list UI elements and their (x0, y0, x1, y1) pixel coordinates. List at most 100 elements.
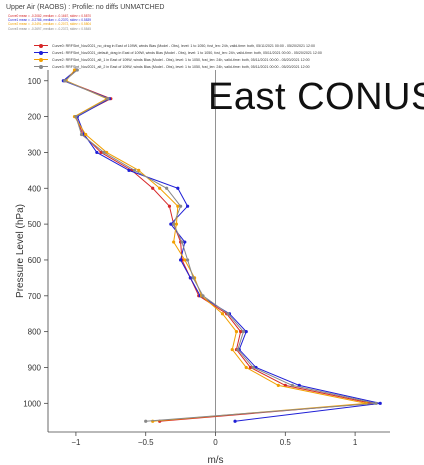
data-point (183, 258, 187, 262)
y-tick-label: 100 (28, 77, 42, 86)
x-tick-label: 0 (213, 438, 218, 447)
series-line (65, 69, 367, 422)
data-point (72, 68, 77, 72)
data-point (191, 276, 195, 280)
data-point (183, 240, 187, 244)
data-point (158, 186, 162, 190)
y-tick-label: 1000 (23, 399, 41, 408)
data-point (226, 312, 230, 316)
data-point (127, 168, 131, 172)
y-tick-label: 200 (28, 113, 42, 122)
data-point (102, 150, 106, 155)
data-point (290, 383, 294, 388)
legend-swatch-icon (34, 50, 48, 55)
data-point (172, 222, 176, 226)
data-point (378, 401, 382, 405)
data-point (179, 258, 183, 262)
data-point (241, 330, 246, 334)
data-point (244, 365, 248, 370)
data-point (95, 150, 99, 155)
data-point (180, 240, 184, 244)
chart-axis-labels: 100 200 300 400 500 600 700 800 900 1000 −1 −0.5 0 0.… (15, 77, 358, 465)
legend-entry[interactable]: Curve0: RRFSint_Nov2021_no_drag in East … (34, 42, 322, 49)
page-title: Upper Air (RAOBS) : Profile: no diffs UN… (6, 4, 165, 11)
data-point (230, 347, 234, 352)
data-point (188, 276, 192, 280)
legend-label: Curve3: RRFSint_Nov2021_alt_2 in East of… (52, 64, 310, 69)
x-tick-label: 0.5 (280, 438, 292, 447)
data-point (251, 365, 255, 370)
data-point (276, 383, 280, 388)
y-tick-label: 900 (28, 363, 42, 372)
data-point (220, 312, 225, 316)
x-axis-label: m/s (207, 455, 223, 465)
stats-block: Curve0 mean = -0.2082, median = -0.1667,… (8, 14, 91, 31)
stat-line: Curve1 mean = -0.2786, median = -0.2370,… (8, 18, 92, 23)
data-point (244, 330, 248, 334)
data-point (297, 383, 301, 388)
series-3 (63, 68, 378, 423)
legend-label: Curve2: RRFSint_Nov2021_alt_1 in East of… (52, 57, 310, 62)
data-point (169, 222, 173, 226)
data-point (234, 330, 239, 334)
series-1 (61, 68, 382, 423)
legend-swatch-icon (34, 43, 48, 48)
data-point (236, 347, 240, 352)
data-point (63, 79, 67, 83)
series-line (62, 69, 381, 422)
legend-entry[interactable]: Curve2: RRFSint_Nov2021_alt_1 in East of… (34, 56, 322, 63)
data-point (179, 204, 183, 208)
data-point (174, 222, 179, 226)
legend-entry[interactable]: Curve3: RRFSint_Nov2021_alt_2 in East of… (34, 63, 322, 70)
data-point (185, 258, 190, 262)
series-line (63, 69, 377, 422)
data-point (106, 97, 110, 101)
data-point (74, 114, 78, 119)
legend-label: Curve0: RRFSint_Nov2021_no_drag in East … (52, 43, 316, 48)
data-point (233, 419, 237, 423)
y-tick-label: 400 (28, 184, 42, 193)
data-point (137, 168, 141, 172)
y-tick-label: 700 (28, 292, 42, 301)
data-point (185, 204, 190, 208)
data-point (151, 186, 155, 190)
data-point (167, 204, 172, 208)
data-point (239, 330, 243, 334)
y-tick-label: 300 (28, 148, 42, 157)
chart-plot-area (61, 68, 382, 423)
data-point (374, 401, 378, 405)
legend-label: Curve1: RRFSint_Nov2021_default_drag in … (52, 50, 322, 55)
stat-line: Curve0 mean = -0.2082, median = -0.1667,… (8, 14, 92, 18)
series-line (63, 69, 372, 422)
stat-line: Curve2 mean = -0.2491, median = -0.2072,… (8, 22, 92, 27)
data-point (176, 204, 180, 208)
data-point (176, 186, 180, 190)
x-tick-label: −0.5 (138, 438, 154, 447)
data-point (172, 240, 176, 244)
data-point (79, 132, 84, 137)
y-axis-label: Pressure Level (hPa) (15, 204, 26, 298)
series-0 (63, 68, 374, 423)
data-point (201, 294, 205, 298)
data-point (132, 168, 137, 172)
region-label: East CONUS (208, 76, 424, 118)
y-tick-label: 800 (28, 328, 42, 337)
legend-swatch-icon (34, 64, 48, 69)
data-point (165, 186, 169, 190)
data-point (99, 150, 103, 155)
series-2 (64, 68, 368, 423)
legend-swatch-icon (34, 57, 48, 62)
chart-axes (44, 70, 390, 436)
legend-entry[interactable]: Curve1: RRFSint_Nov2021_default_drag in … (34, 49, 322, 56)
data-point (84, 132, 88, 137)
data-point (75, 68, 79, 72)
x-tick-label: −1 (71, 438, 81, 447)
y-tick-label: 500 (28, 220, 42, 229)
x-tick-label: 1 (353, 438, 358, 447)
y-tick-label: 600 (28, 256, 42, 265)
data-point (144, 419, 148, 423)
data-point (248, 365, 253, 370)
chart-legend: Curve0: RRFSint_Nov2021_no_drag in East … (34, 42, 322, 70)
stat-line: Curve3 mean = -0.2697, median = -0.2372,… (8, 26, 92, 31)
